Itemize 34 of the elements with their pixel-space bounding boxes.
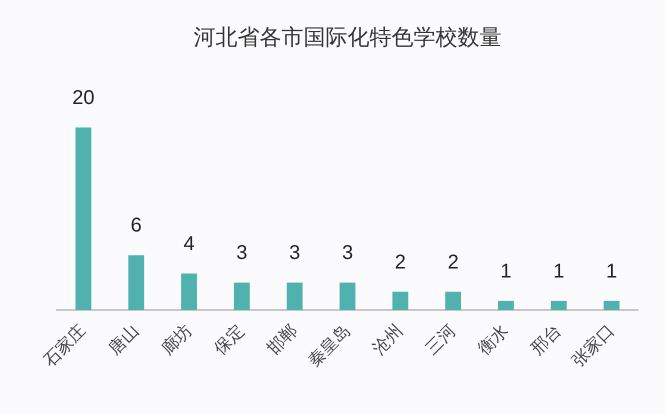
x-tick-label: 秦皇岛 xyxy=(304,320,354,370)
data-label: 1 xyxy=(500,260,512,282)
x-tick-label: 邢台 xyxy=(527,320,565,358)
bar xyxy=(181,273,197,310)
bar xyxy=(392,292,408,310)
x-tick-label: 保定 xyxy=(210,320,248,358)
data-label: 4 xyxy=(183,232,195,255)
x-tick-label: 石家庄 xyxy=(40,320,90,370)
bar xyxy=(234,282,250,310)
data-label: 2 xyxy=(394,251,406,274)
data-label: 20 xyxy=(72,86,95,109)
data-label: 1 xyxy=(553,260,564,282)
data-label: 6 xyxy=(130,214,142,237)
x-tick-label: 廊坊 xyxy=(158,320,196,358)
data-label: 3 xyxy=(289,242,300,264)
bar xyxy=(286,282,303,310)
chart-title: 河北省各市国际化特色学校数量 xyxy=(194,24,502,50)
x-tick-label: 邯郸 xyxy=(263,320,301,358)
data-label: 3 xyxy=(342,242,354,264)
x-tick-label: 唐山 xyxy=(104,320,142,358)
bar xyxy=(604,300,620,310)
data-label: 2 xyxy=(448,251,459,274)
bar xyxy=(550,300,567,310)
data-label: 1 xyxy=(606,260,618,282)
bar xyxy=(445,292,462,310)
bar xyxy=(75,127,92,310)
bar xyxy=(340,282,356,310)
data-label: 3 xyxy=(236,242,248,264)
bar xyxy=(128,255,144,310)
bar xyxy=(498,300,514,310)
x-tick-label: 三河 xyxy=(422,320,460,358)
x-tick-label: 衡水 xyxy=(474,320,512,358)
x-tick-label: 张家口 xyxy=(568,320,618,370)
x-tick-label: 沧州 xyxy=(368,320,406,358)
